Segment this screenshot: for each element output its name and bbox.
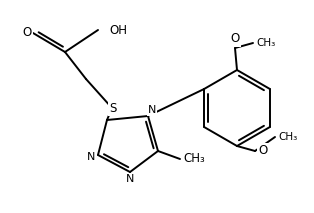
Text: CH₃: CH₃ xyxy=(278,132,297,142)
Text: OH: OH xyxy=(109,23,127,36)
Text: O: O xyxy=(22,26,32,39)
Text: CH₃: CH₃ xyxy=(183,153,205,166)
Text: N: N xyxy=(87,152,95,162)
Text: N: N xyxy=(126,174,135,184)
Text: N: N xyxy=(148,105,156,115)
Text: CH₃: CH₃ xyxy=(256,38,275,48)
Text: O: O xyxy=(258,144,268,157)
Text: S: S xyxy=(109,102,117,115)
Text: O: O xyxy=(230,33,240,46)
